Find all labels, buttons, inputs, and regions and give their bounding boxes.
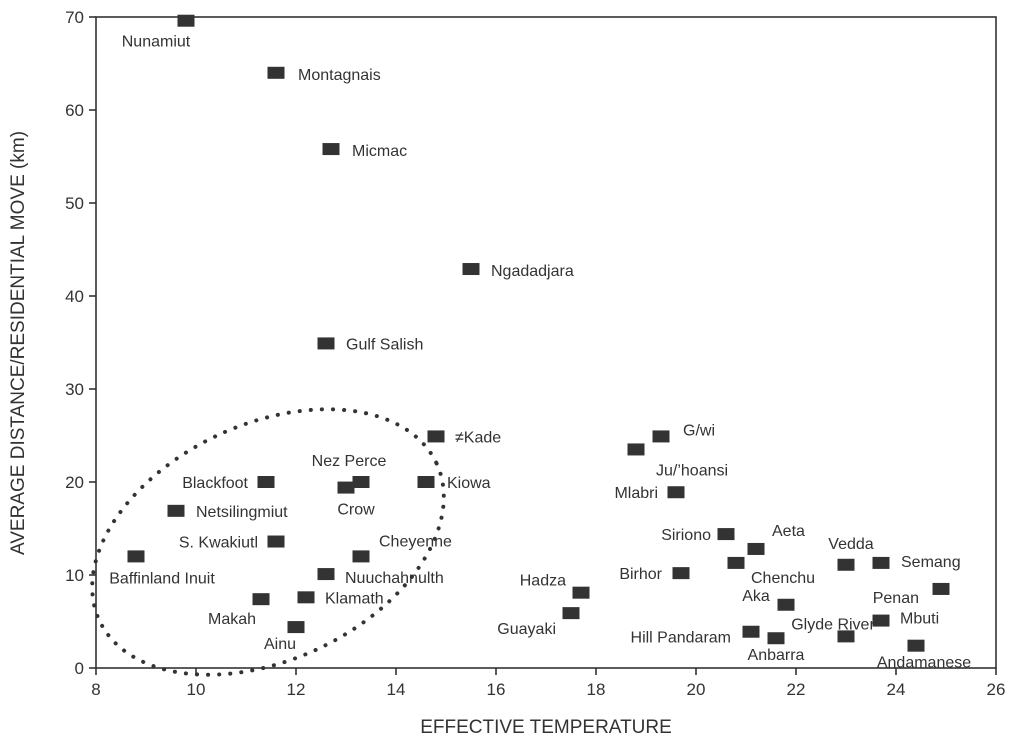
data-point-marker — [717, 528, 735, 541]
data-point-marker — [257, 476, 275, 488]
y-tick-label: 60 — [65, 101, 84, 120]
data-point-marker — [322, 143, 340, 156]
y-tick-label: 10 — [65, 566, 84, 585]
data-point-marker — [267, 535, 285, 548]
y-tick-label: 20 — [65, 473, 84, 492]
data-point-label: Aeta — [772, 523, 805, 540]
data-point-label: Gulf Salish — [346, 336, 423, 353]
data-point-label: Ainu — [264, 636, 296, 653]
data-point-label: Baffinland Inuit — [109, 570, 215, 587]
data-point-marker — [907, 639, 925, 652]
data-points — [127, 14, 950, 652]
x-tick-label: 8 — [91, 680, 100, 699]
data-point-marker — [727, 556, 745, 569]
data-point-label: Nunamiut — [122, 34, 191, 51]
data-point-label: Kiowa — [447, 475, 491, 492]
point-labels: Nunamiut Montagnais Micmac Ngadadjara Gulf S… — [109, 34, 971, 672]
data-point-label: Crow — [337, 502, 375, 519]
data-point-marker — [317, 568, 335, 581]
data-point-marker — [872, 614, 890, 627]
data-point-marker — [837, 630, 855, 643]
y-tick-label: 0 — [75, 659, 84, 678]
data-point-label: Hill Pandaram — [631, 630, 731, 647]
y-axis-title: AVERAGE DISTANCE/RESIDENTIAL MOVE (km) — [8, 131, 29, 555]
data-point-marker — [352, 550, 370, 563]
x-axis-title: EFFECTIVE TEMPERATURE — [420, 717, 672, 738]
data-point-marker — [742, 625, 760, 638]
data-point-label: Andamanese — [877, 655, 971, 672]
x-tick-label: 26 — [987, 680, 1006, 699]
data-point-label: Hadza — [520, 573, 566, 590]
data-point-label: Guayaki — [497, 621, 556, 638]
data-point-label: Netsilingmiut — [196, 504, 288, 521]
x-tick-label: 22 — [787, 680, 806, 699]
data-point-label: Cheyenne — [379, 533, 452, 550]
data-point-label: Makah — [208, 611, 256, 628]
x-tick-label: 20 — [687, 680, 706, 699]
data-point-label: Birhor — [619, 566, 662, 583]
data-point-marker — [177, 14, 195, 27]
data-point-marker — [672, 567, 690, 580]
data-point-marker — [627, 443, 645, 456]
data-point-label: Penan — [873, 590, 919, 607]
data-point-marker — [252, 593, 270, 606]
data-point-label: Chenchu — [751, 570, 815, 587]
data-point-marker — [427, 430, 445, 443]
data-point-marker — [652, 430, 670, 443]
data-point-label: Mbuti — [900, 611, 939, 628]
data-point-marker — [747, 542, 765, 555]
data-point-label: Glyde River — [791, 616, 875, 633]
x-tick-label: 16 — [487, 680, 506, 699]
data-point-marker — [417, 476, 435, 488]
y-tick-label: 50 — [65, 194, 84, 213]
data-point-label: Micmac — [352, 143, 407, 160]
data-point-marker — [462, 263, 480, 276]
data-point-label: Nez Perce — [312, 453, 387, 470]
x-tick-label: 14 — [387, 680, 406, 699]
x-tick-label: 12 — [287, 680, 306, 699]
data-point-marker — [777, 598, 795, 611]
data-point-label: Anbarra — [748, 647, 805, 664]
data-point-label: ≠Kade — [455, 429, 501, 446]
data-point-marker — [667, 486, 685, 499]
data-point-label: Blackfoot — [182, 475, 248, 492]
data-point-label: G/wi — [683, 422, 715, 439]
x-tick-label: 24 — [887, 680, 906, 699]
data-point-marker — [267, 66, 285, 79]
data-point-marker — [317, 337, 335, 350]
x-tick-label: 18 — [587, 680, 606, 699]
cluster-ellipse — [90, 407, 446, 677]
y-axis-ticks: 0 10 20 30 40 50 60 70 — [65, 8, 96, 678]
data-point-marker — [337, 481, 355, 494]
plot-frame — [95, 16, 997, 669]
data-point-marker — [297, 591, 315, 604]
data-point-label: Ju/’hoansi — [656, 462, 728, 479]
data-point-marker — [837, 558, 855, 571]
y-tick-label: 70 — [65, 8, 84, 27]
data-point-label: Mlabri — [614, 485, 658, 502]
data-point-marker — [167, 504, 185, 517]
data-point-label: S. Kwakiutl — [179, 535, 258, 552]
y-tick-label: 40 — [65, 287, 84, 306]
data-point-label: Semang — [901, 554, 961, 571]
x-axis-ticks: 8 10 12 14 16 18 20 22 24 26 — [91, 668, 1005, 699]
data-point-label: Vedda — [828, 536, 873, 553]
data-point-label: Klamath — [325, 590, 384, 607]
data-point-marker — [352, 476, 370, 488]
data-point-marker — [572, 586, 590, 599]
data-point-marker — [872, 556, 890, 569]
data-point-label: Nuuchahnulth — [345, 570, 444, 587]
data-point-marker — [932, 582, 950, 595]
data-point-label: Ngadadjara — [491, 263, 574, 280]
data-point-label: Montagnais — [298, 67, 381, 84]
data-point-marker — [767, 632, 785, 645]
y-tick-label: 30 — [65, 380, 84, 399]
data-point-label: Siriono — [661, 527, 711, 544]
data-point-marker — [287, 621, 305, 634]
data-point-marker — [127, 550, 145, 563]
data-point-marker — [562, 607, 580, 620]
data-point-label: Aka — [742, 588, 770, 605]
x-tick-label: 10 — [187, 680, 206, 699]
